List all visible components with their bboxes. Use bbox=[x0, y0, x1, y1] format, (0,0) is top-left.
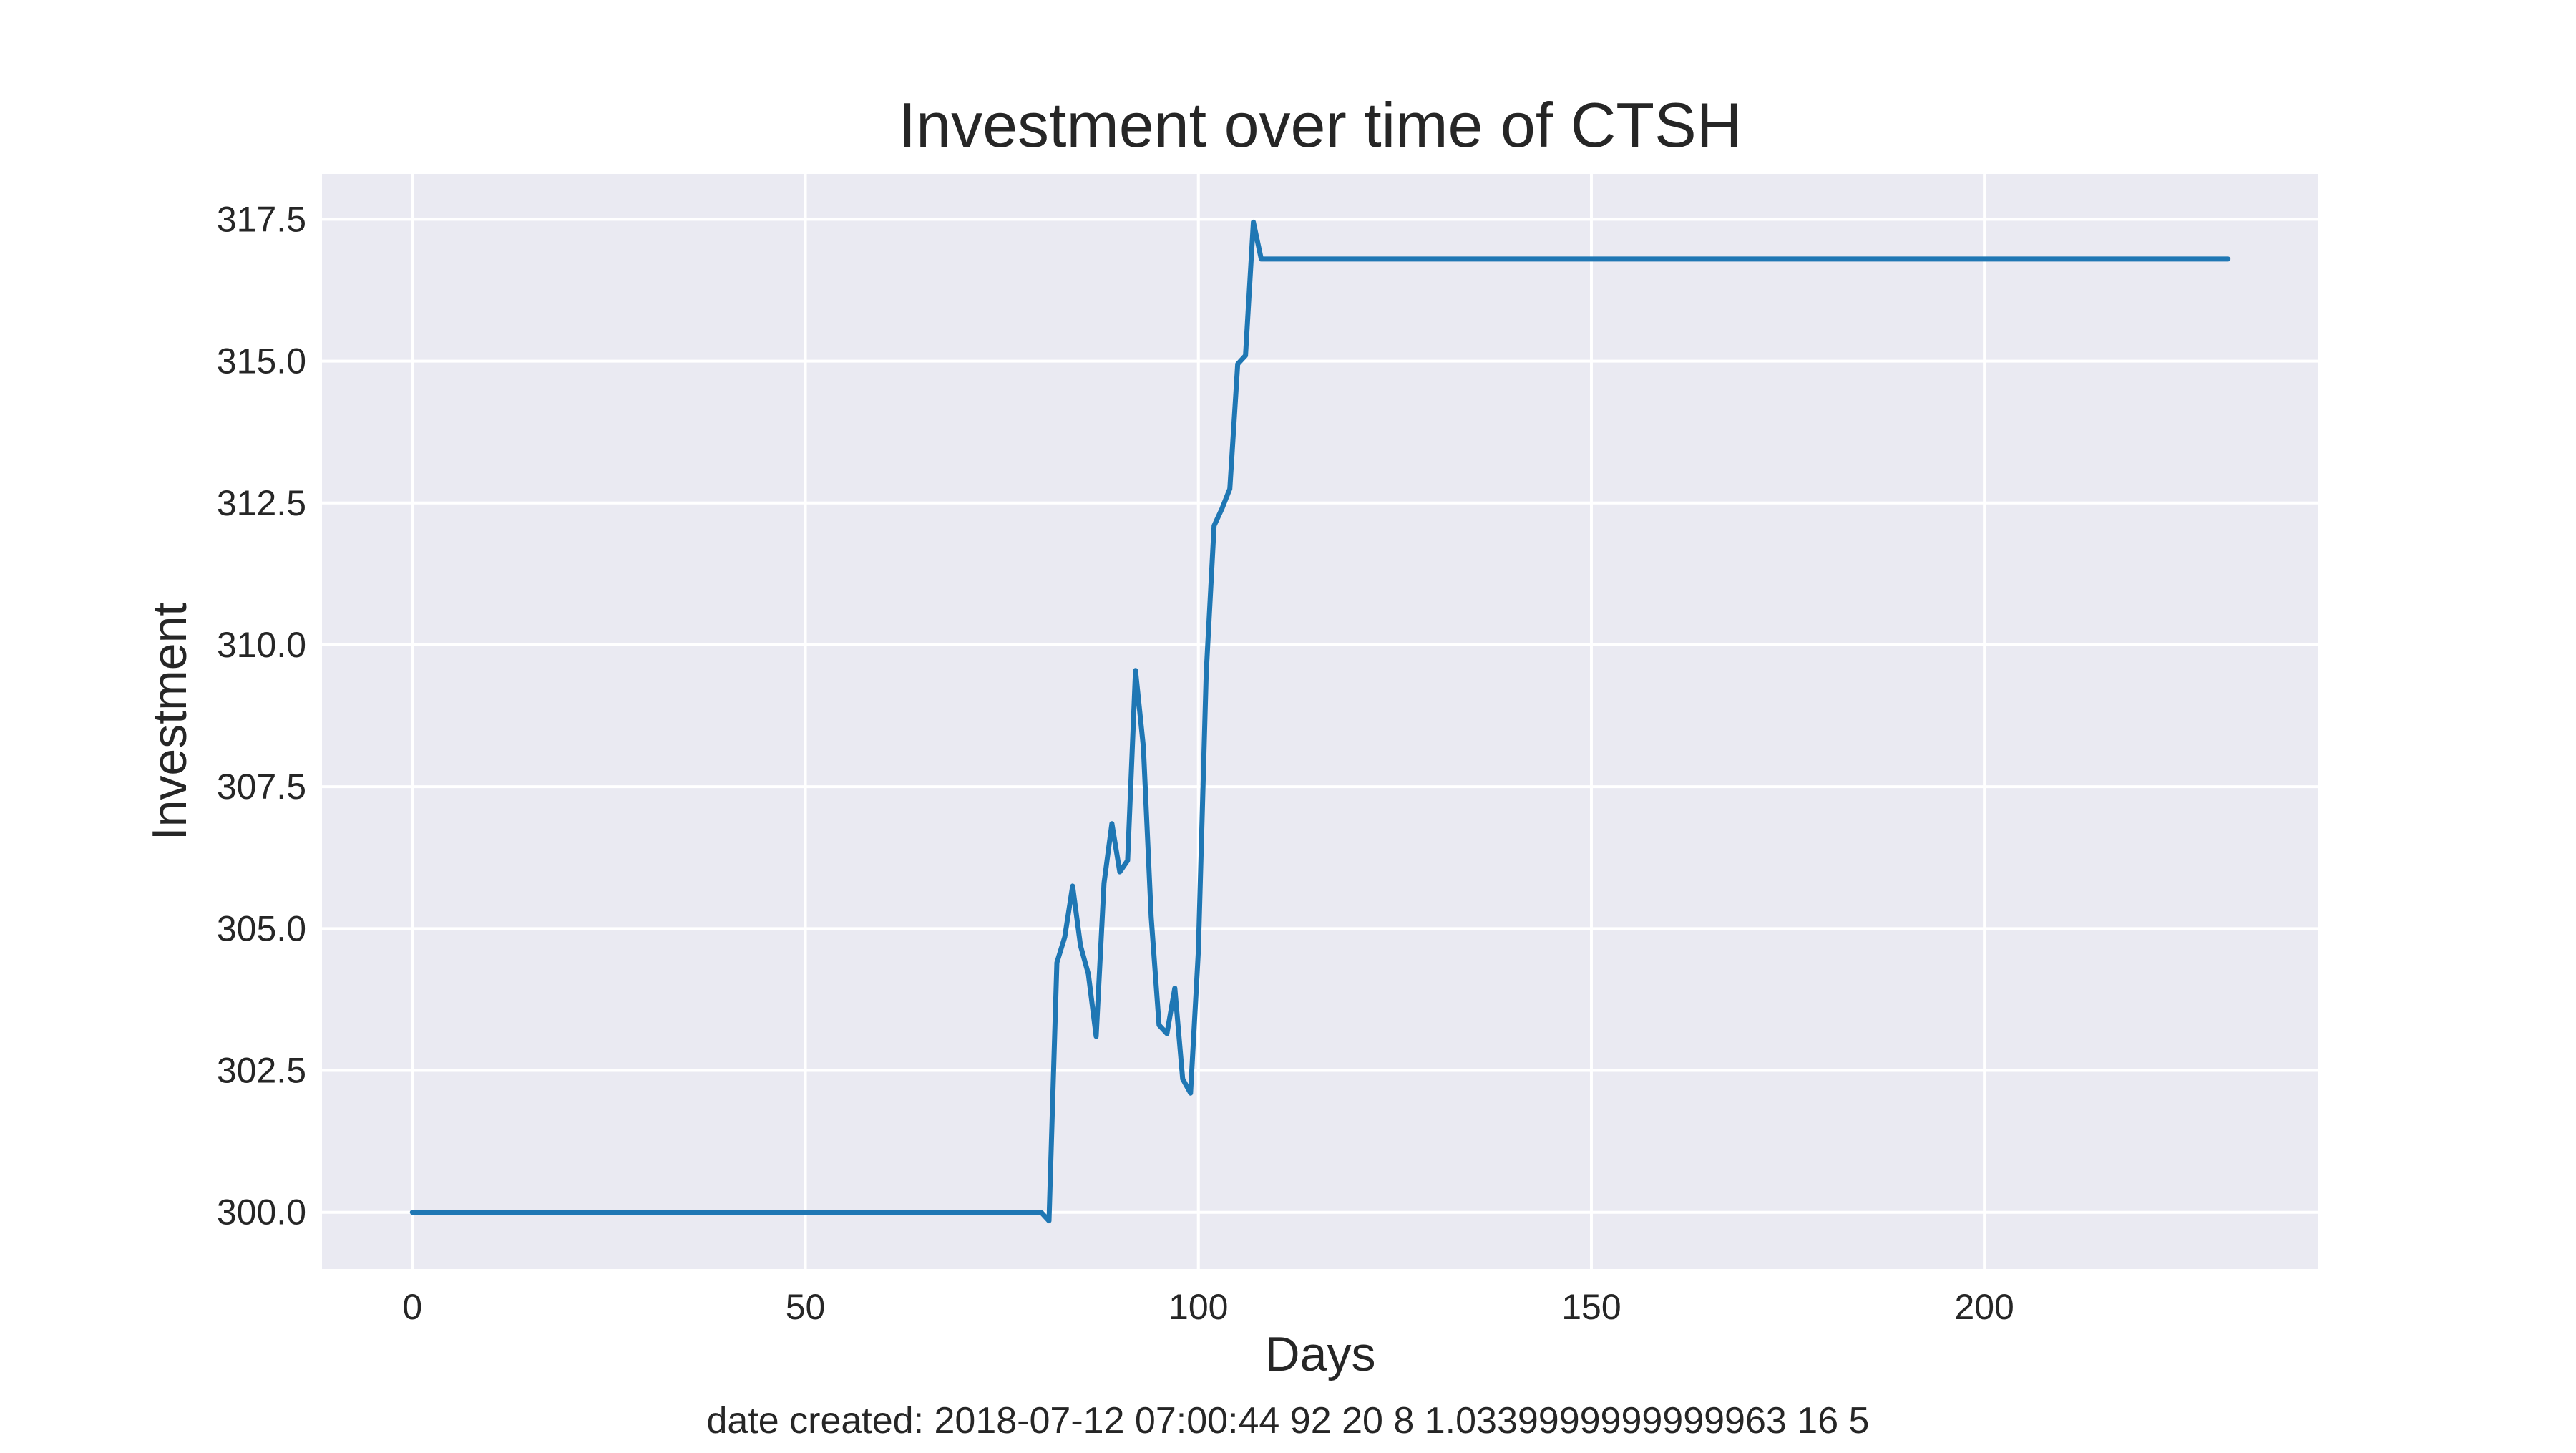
tick-layer: 0 50 100 150 200 300.0 302.5 305.0 307.5 310.0 312… bbox=[217, 199, 2014, 1327]
chart-title: Investment over time of CTSH bbox=[899, 89, 1742, 160]
plot-area bbox=[322, 174, 2318, 1269]
x-tick-label: 150 bbox=[1561, 1287, 1621, 1327]
x-axis-label: Days bbox=[1265, 1327, 1376, 1381]
x-tick-label: 50 bbox=[786, 1287, 826, 1327]
y-tick-label: 312.5 bbox=[217, 483, 306, 523]
x-tick-label: 0 bbox=[402, 1287, 422, 1327]
x-tick-label: 100 bbox=[1169, 1287, 1228, 1327]
y-tick-label: 310.0 bbox=[217, 625, 306, 665]
y-tick-label: 302.5 bbox=[217, 1051, 306, 1091]
x-tick-label: 200 bbox=[1954, 1287, 2014, 1327]
y-tick-label: 305.0 bbox=[217, 908, 306, 948]
footer-text: date created: 2018-07-12 07:00:44 92 20 … bbox=[707, 1400, 1870, 1442]
y-tick-label: 307.5 bbox=[217, 767, 306, 807]
series-layer bbox=[409, 219, 2231, 1224]
y-tick-label: 317.5 bbox=[217, 199, 306, 239]
series-line bbox=[409, 219, 2231, 1224]
y-tick-label: 300.0 bbox=[217, 1192, 306, 1233]
y-tick-label: 315.0 bbox=[217, 341, 306, 382]
y-axis-label: Investment bbox=[142, 603, 197, 841]
